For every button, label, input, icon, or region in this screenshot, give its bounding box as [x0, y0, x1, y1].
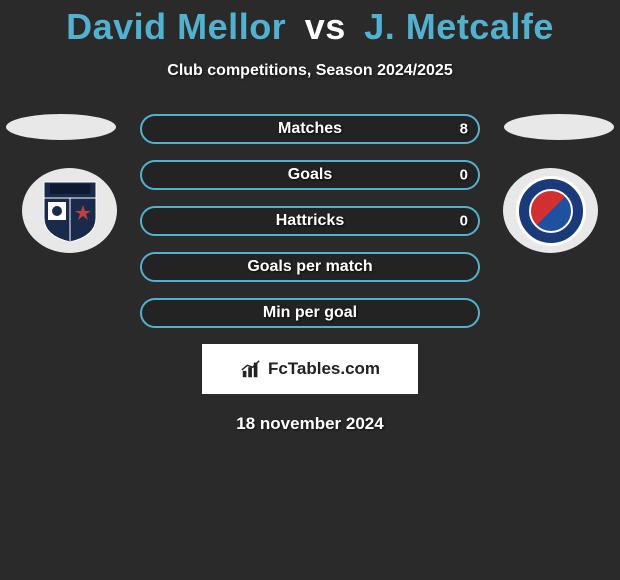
stat-label: Goals per match — [247, 258, 372, 276]
stat-rows: Matches 8 Goals 0 Hattricks 0 Goals per … — [140, 114, 480, 328]
player2-avatar-placeholder — [504, 114, 614, 140]
stat-value-right: 0 — [460, 167, 468, 184]
barrow-shield-icon — [40, 178, 100, 244]
stats-area: Matches 8 Goals 0 Hattricks 0 Goals per … — [0, 114, 620, 434]
player1-avatar-placeholder — [6, 114, 116, 140]
brand-box: FcTables.com — [202, 344, 418, 394]
stat-label: Matches — [278, 120, 342, 138]
player1-club-logo — [22, 168, 117, 253]
stat-row-matches: Matches 8 — [140, 114, 480, 144]
stat-row-goals-per-match: Goals per match — [140, 252, 480, 282]
bar-chart-icon — [240, 358, 262, 380]
comparison-title: David Mellor vs J. Metcalfe — [0, 0, 620, 48]
player1-name: David Mellor — [66, 6, 286, 47]
stat-row-hattricks: Hattricks 0 — [140, 206, 480, 236]
stat-label: Goals — [288, 166, 332, 184]
chesterfield-shield-icon — [516, 176, 586, 246]
stat-row-goals: Goals 0 — [140, 160, 480, 190]
stat-label: Min per goal — [263, 304, 357, 322]
vs-label: vs — [305, 6, 346, 47]
brand-text: FcTables.com — [268, 359, 380, 379]
player2-club-logo — [503, 168, 598, 253]
stat-value-right: 8 — [460, 121, 468, 138]
stat-label: Hattricks — [276, 212, 344, 230]
barrow-badge — [22, 168, 117, 253]
date-label: 18 november 2024 — [0, 414, 620, 434]
chesterfield-badge — [503, 168, 598, 253]
stat-value-right: 0 — [460, 213, 468, 230]
subtitle: Club competitions, Season 2024/2025 — [0, 62, 620, 80]
stat-row-min-per-goal: Min per goal — [140, 298, 480, 328]
player2-name: J. Metcalfe — [364, 6, 554, 47]
